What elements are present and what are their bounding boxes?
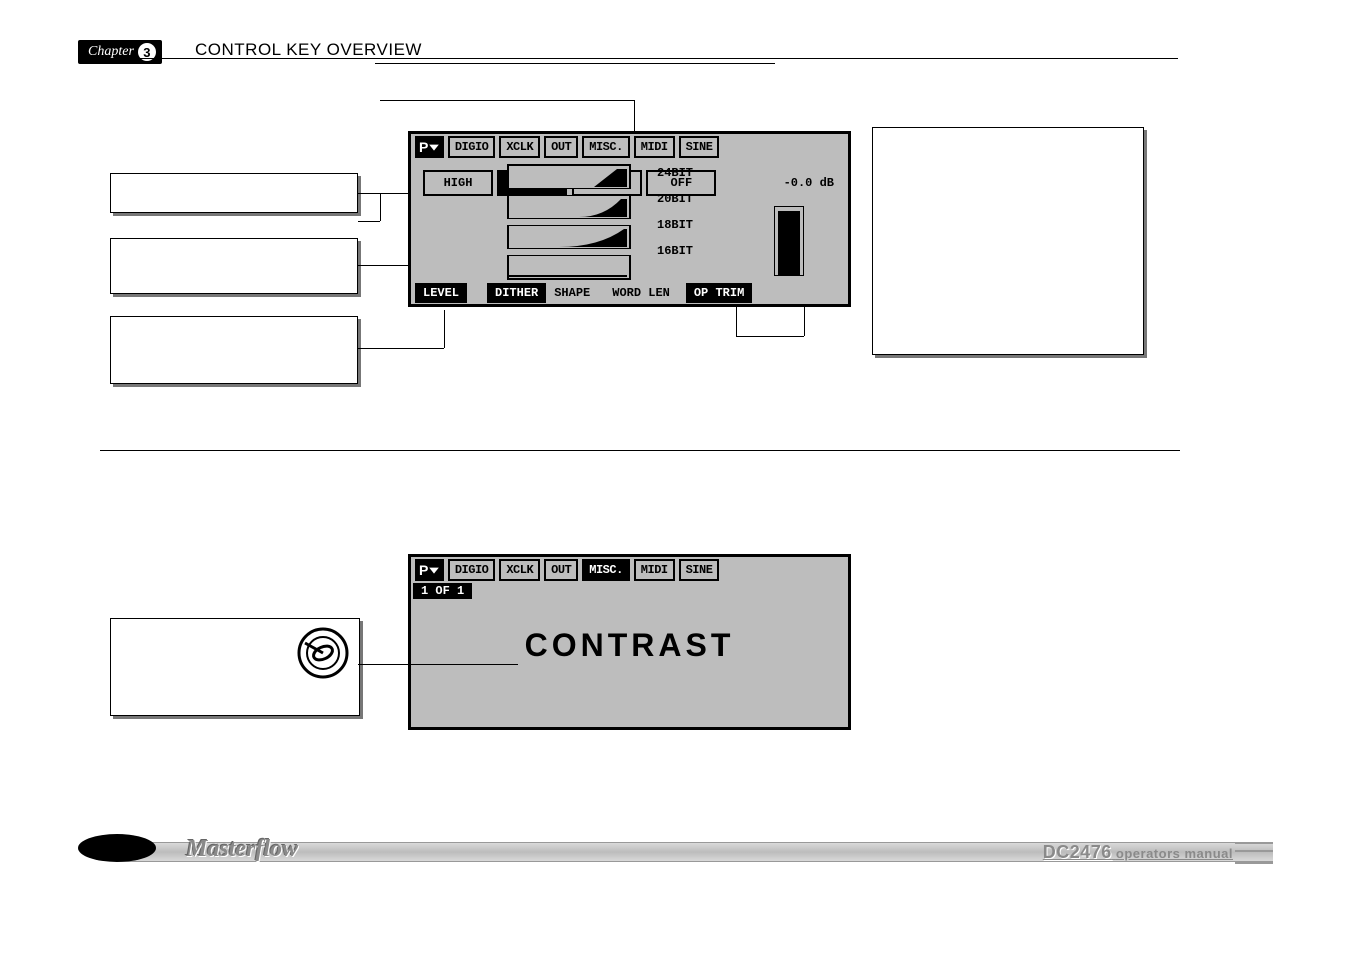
callout-box [110, 316, 358, 384]
footer-brand: Masterflow [186, 836, 298, 863]
chapter-badge: Chapter 3 [78, 40, 162, 64]
wordlen-16[interactable]: 16BIT [657, 244, 693, 258]
wordlen-24[interactable]: 24BIT [657, 166, 693, 180]
footer-model: DC2476 [1043, 842, 1112, 862]
callout-knob [110, 618, 360, 716]
callout-box [110, 238, 358, 294]
chapter-title: CONTROL KEY OVERVIEW [195, 40, 422, 60]
connector [736, 336, 804, 337]
lcd-bottom-row: LEVEL DITHER SHAPE WORD LEN OP TRIM [415, 284, 752, 302]
tab-digio[interactable]: DIGIO [448, 136, 496, 158]
wordlen-column: 24BIT 20BIT 18BIT 16BIT [657, 166, 693, 258]
connector [380, 100, 634, 101]
shape-graph [507, 195, 631, 219]
op-trim-meter-frame [774, 206, 804, 276]
lcd-screen-out: P DIGIO XCLK OUT MISC. MIDI SINE HIGH ME… [408, 131, 851, 307]
connector [444, 310, 445, 348]
lcd-screen-misc: P DIGIO XCLK OUT MISC. MIDI SINE 1 OF 1 … [408, 554, 851, 730]
callout-box [110, 173, 358, 213]
connector [358, 348, 444, 349]
tab-sine[interactable]: SINE [679, 559, 720, 581]
chevron-down-icon [428, 564, 440, 576]
page-counter: 1 OF 1 [413, 583, 472, 599]
wordlen-20[interactable]: 20BIT [657, 192, 693, 206]
op-trim-value: -0.0 dB [784, 176, 834, 190]
tab-misc[interactable]: MISC. [582, 559, 630, 581]
contrast-label: CONTRAST [411, 627, 848, 664]
tab-sine[interactable]: SINE [679, 136, 720, 158]
lcd-tabs: P DIGIO XCLK OUT MISC. MIDI SINE [415, 136, 844, 158]
chevron-down-icon [428, 141, 440, 153]
header-rule-2 [375, 63, 775, 64]
header-rule [78, 58, 1178, 59]
tab-midi[interactable]: MIDI [634, 136, 675, 158]
section-rule [100, 450, 1180, 451]
bottom-shape: SHAPE [554, 286, 590, 300]
tab-xclk[interactable]: XCLK [499, 559, 540, 581]
footer-subtitle: operators manual [1116, 846, 1233, 861]
connector [358, 664, 518, 665]
tab-pv[interactable]: P [415, 559, 444, 581]
level-high[interactable]: HIGH [423, 170, 493, 196]
tab-misc[interactable]: MISC. [582, 136, 630, 158]
wordlen-18[interactable]: 18BIT [657, 218, 693, 232]
tab-out[interactable]: OUT [544, 136, 578, 158]
bottom-optrim: OP TRIM [686, 283, 752, 303]
callout-box [872, 127, 1144, 355]
tab-pv[interactable]: P [415, 136, 444, 158]
bottom-level: LEVEL [415, 283, 467, 303]
lcd-tabs: P DIGIO XCLK OUT MISC. MIDI SINE [415, 559, 844, 581]
shape-graph [507, 164, 631, 189]
bottom-dither: DITHER [487, 283, 546, 303]
bottom-wordlen: WORD LEN [612, 286, 670, 300]
page-footer: Masterflow DC2476 operators manual [78, 832, 1273, 866]
footer-oval [78, 834, 156, 862]
connector [358, 265, 414, 266]
shape-graph [507, 255, 631, 280]
footer-right: DC2476 operators manual [1043, 842, 1233, 863]
tab-xclk[interactable]: XCLK [499, 136, 540, 158]
tab-midi[interactable]: MIDI [634, 559, 675, 581]
knob-icon [293, 623, 353, 683]
shape-graph [507, 225, 631, 249]
op-trim-meter-bar [778, 211, 800, 275]
connector [358, 193, 408, 194]
tab-digio[interactable]: DIGIO [448, 559, 496, 581]
tab-label: P [419, 562, 428, 578]
connector [358, 221, 380, 222]
tab-label: P [419, 139, 428, 155]
tab-out[interactable]: OUT [544, 559, 578, 581]
connector [380, 193, 381, 221]
footer-lines-icon [1235, 842, 1273, 864]
dither-shape-column [507, 164, 631, 280]
